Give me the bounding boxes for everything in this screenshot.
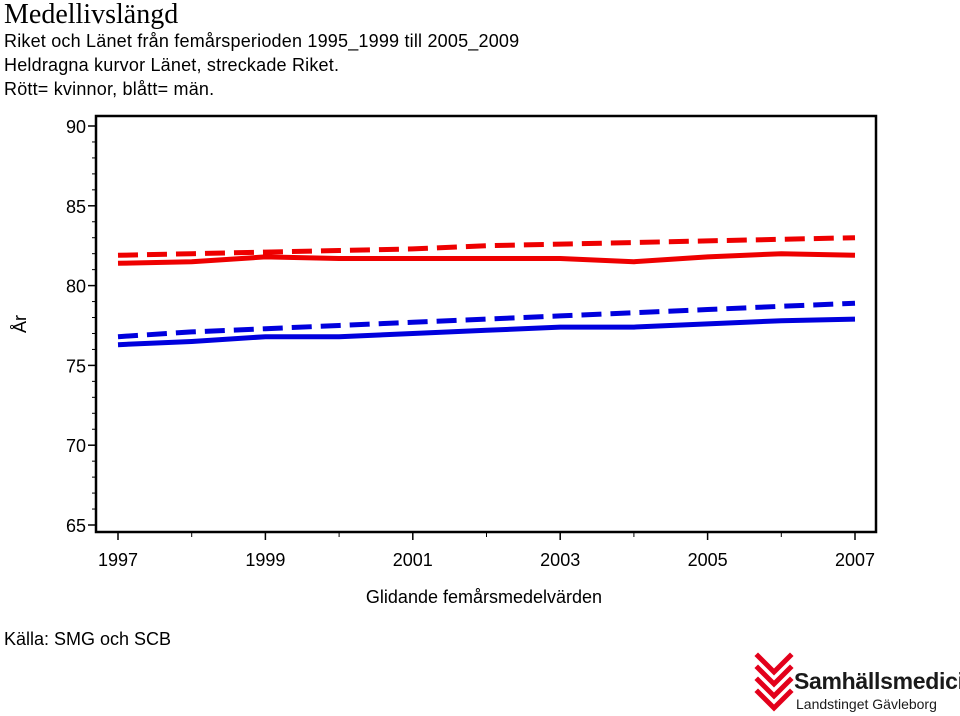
y-tick-label: 85 (66, 197, 86, 217)
series-line-blue-dashed (117, 300, 856, 340)
logo-org: Landstinget Gävleborg (796, 696, 937, 712)
source-note: Källa: SMG och SCB (4, 629, 172, 649)
line-chart: 65 70 75 80 85 90 1997 1999 2001 2003 2005 2007 Glid… (10, 114, 878, 607)
x-tick-label: 2005 (688, 550, 728, 570)
x-tick-label: 2001 (393, 550, 433, 570)
y-tick-label: 70 (66, 436, 86, 456)
x-tick-label: 2007 (835, 550, 875, 570)
series-line-red-dashed (117, 235, 856, 258)
y-axis-label: År (10, 315, 30, 333)
x-tick-label: 1997 (98, 550, 138, 570)
series-line-blue-solid (117, 316, 856, 348)
series-line-red-solid (117, 251, 856, 266)
x-tick-label: 1999 (245, 550, 285, 570)
x-tick-label: 2003 (540, 550, 580, 570)
y-tick-label: 75 (66, 356, 86, 376)
y-tick-label: 80 (66, 277, 86, 297)
subtitle-line-3: Rött= kvinnor, blått= män. (4, 79, 215, 99)
logo-name: Samhällsmedicin (794, 668, 960, 694)
logo-mark-icon (754, 652, 794, 712)
y-tick-label: 90 (66, 117, 86, 137)
subtitle-line-2: Heldragna kurvor Länet, streckade Riket. (4, 55, 340, 75)
subtitle-line-1: Riket och Länet från femårsperioden 1995… (4, 31, 520, 51)
x-axis-label: Glidande femårsmedelvärden (366, 587, 602, 607)
samhallsmedicin-logo: Samhällsmedicin Landstinget Gävleborg (752, 648, 960, 716)
y-tick-label: 65 (66, 516, 86, 536)
chart-title: Medellivslängd (4, 0, 179, 30)
